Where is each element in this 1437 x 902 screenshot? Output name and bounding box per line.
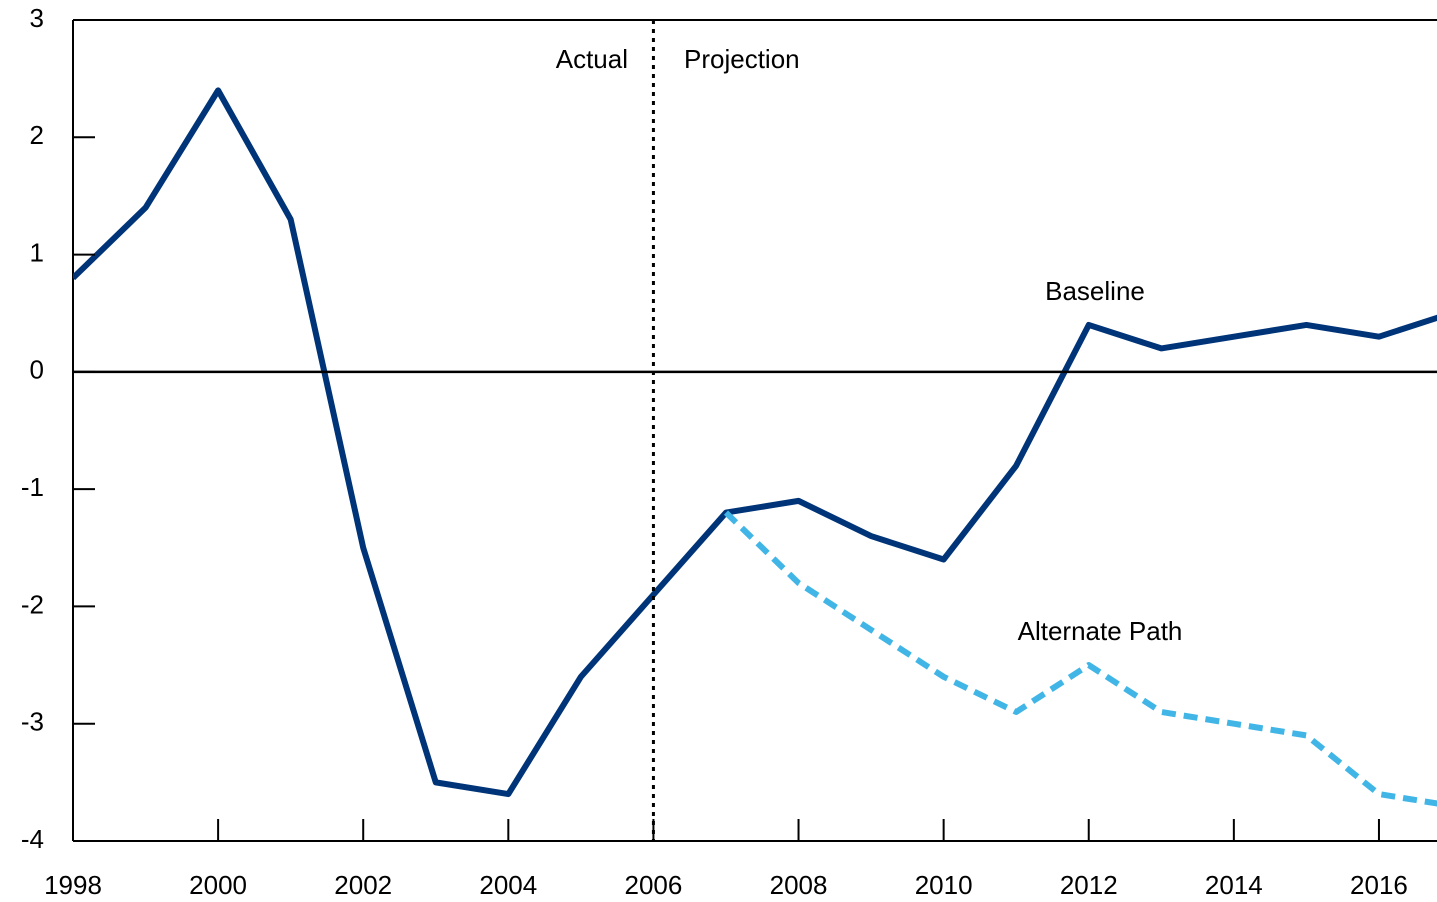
y-tick-label: -2 <box>21 589 44 619</box>
x-tick-label: 2000 <box>189 870 247 900</box>
series-line <box>723 510 1437 807</box>
y-tick-label: 0 <box>30 355 44 385</box>
x-tick-label: 1998 <box>44 870 102 900</box>
annotation-actual: Actual <box>556 44 628 74</box>
x-tick-label: 2012 <box>1060 870 1118 900</box>
x-tick-label: 2002 <box>334 870 392 900</box>
series-label: Baseline <box>1045 276 1145 306</box>
y-tick-label: 1 <box>30 237 44 267</box>
x-tick-label: 2008 <box>770 870 828 900</box>
x-tick-label: 2014 <box>1205 870 1263 900</box>
annotation-projection: Projection <box>684 44 800 74</box>
x-tick-label: 2016 <box>1350 870 1408 900</box>
series-line <box>73 87 1437 798</box>
y-tick-label: -3 <box>21 707 44 737</box>
y-tick-label: 3 <box>30 3 44 33</box>
y-tick-label: -4 <box>21 824 44 854</box>
x-tick-label: 2004 <box>479 870 537 900</box>
x-tick-label: 2010 <box>915 870 973 900</box>
x-tick-label: 2006 <box>625 870 683 900</box>
series-label: Alternate Path <box>1018 616 1183 646</box>
y-tick-label: -1 <box>21 472 44 502</box>
y-tick-label: 2 <box>30 120 44 150</box>
plot-area <box>73 87 1437 807</box>
